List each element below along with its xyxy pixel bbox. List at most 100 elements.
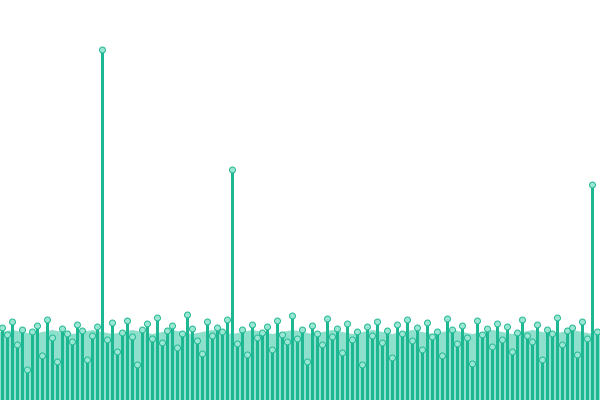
marker <box>474 317 481 325</box>
marker <box>54 358 61 366</box>
marker <box>529 338 536 346</box>
marker <box>544 326 551 334</box>
marker <box>309 322 316 330</box>
marker <box>549 330 556 338</box>
marker <box>259 329 266 337</box>
marker <box>299 326 306 334</box>
area <box>0 330 600 400</box>
marker <box>254 334 261 342</box>
marker <box>359 361 366 369</box>
marker <box>119 329 126 337</box>
marker <box>109 319 116 327</box>
marker <box>364 323 371 331</box>
marker <box>74 321 81 329</box>
marker <box>579 318 586 326</box>
marker <box>44 316 51 324</box>
marker <box>204 318 211 326</box>
marker <box>379 339 386 347</box>
marker <box>124 317 131 325</box>
marker <box>114 348 121 356</box>
marker <box>139 326 146 334</box>
marker <box>594 328 600 336</box>
marker <box>569 324 576 332</box>
marker <box>564 327 571 335</box>
marker <box>149 335 156 343</box>
marker <box>464 334 471 342</box>
marker <box>229 166 236 174</box>
marker <box>504 323 511 331</box>
marker <box>189 325 196 333</box>
marker <box>334 325 341 333</box>
marker <box>249 321 256 329</box>
marker <box>429 333 436 341</box>
marker <box>539 356 546 364</box>
marker <box>94 323 101 331</box>
marker <box>34 322 41 330</box>
marker <box>214 324 221 332</box>
marker <box>284 338 291 346</box>
marker <box>234 340 241 348</box>
marker <box>449 326 456 334</box>
marker <box>224 316 231 324</box>
marker <box>459 322 466 330</box>
marker <box>329 333 336 341</box>
marker <box>9 318 16 326</box>
marker <box>374 318 381 326</box>
marker <box>164 327 171 335</box>
marker <box>559 341 566 349</box>
marker <box>554 314 561 322</box>
marker <box>524 332 531 340</box>
marker <box>314 330 321 338</box>
marker <box>294 335 301 343</box>
marker <box>179 330 186 338</box>
marker <box>414 324 421 332</box>
marker <box>159 339 166 347</box>
marker <box>4 331 11 339</box>
marker <box>409 337 416 345</box>
marker <box>444 315 451 323</box>
marker <box>584 335 591 343</box>
marker <box>319 341 326 349</box>
marker <box>339 349 346 357</box>
marker <box>304 358 311 366</box>
marker <box>29 328 36 336</box>
marker <box>194 337 201 345</box>
marker <box>499 336 506 344</box>
marker <box>404 316 411 324</box>
marker <box>169 322 176 330</box>
marker <box>479 331 486 339</box>
marker <box>69 338 76 346</box>
marker <box>344 320 351 328</box>
marker <box>574 351 581 359</box>
marker <box>279 331 286 339</box>
marker <box>0 324 6 332</box>
marker <box>19 326 26 334</box>
marker <box>174 344 181 352</box>
marker <box>154 314 161 322</box>
marker <box>419 346 426 354</box>
marker <box>244 351 251 359</box>
marker <box>354 328 361 336</box>
marker <box>104 336 111 344</box>
marker <box>134 361 141 369</box>
marker <box>424 319 431 327</box>
marker <box>484 325 491 333</box>
marker <box>324 315 331 323</box>
marker <box>509 348 516 356</box>
marker <box>434 328 441 336</box>
marker <box>84 356 91 364</box>
marker <box>264 323 271 331</box>
marker <box>399 330 406 338</box>
marker <box>269 346 276 354</box>
marker <box>89 332 96 340</box>
marker <box>439 352 446 360</box>
marker <box>489 343 496 351</box>
marker <box>369 332 376 340</box>
marker <box>534 321 541 329</box>
marker <box>589 181 596 189</box>
marker <box>184 311 191 319</box>
marker <box>274 317 281 325</box>
marker <box>39 352 46 360</box>
marker <box>64 330 71 338</box>
